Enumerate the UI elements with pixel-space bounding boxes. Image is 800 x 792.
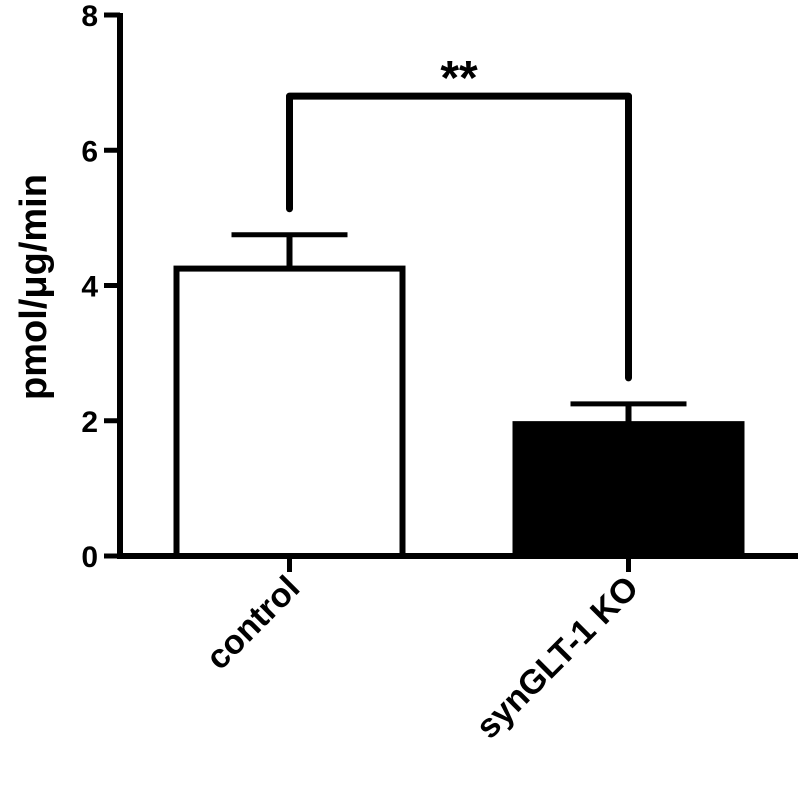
y-tick-label: 8 — [81, 0, 98, 33]
significance-bracket-line — [286, 92, 632, 382]
y-tick-label: 0 — [81, 541, 98, 574]
y-axis-title: pmol/μg/min — [13, 174, 55, 400]
bar — [173, 265, 406, 559]
category-label: synGLT-1 KO — [469, 569, 646, 746]
error-bars — [231, 232, 687, 425]
bar — [512, 421, 745, 559]
y-tick-label: 4 — [81, 271, 98, 304]
y-tick-label: 6 — [81, 135, 98, 168]
significance-label: ** — [440, 52, 478, 105]
y-tick-label: 2 — [81, 406, 98, 439]
bars — [173, 265, 745, 559]
category-labels: control synGLT-1 KO — [199, 569, 646, 746]
significance-bracket: ** — [286, 52, 632, 382]
category-label: control — [199, 569, 307, 677]
